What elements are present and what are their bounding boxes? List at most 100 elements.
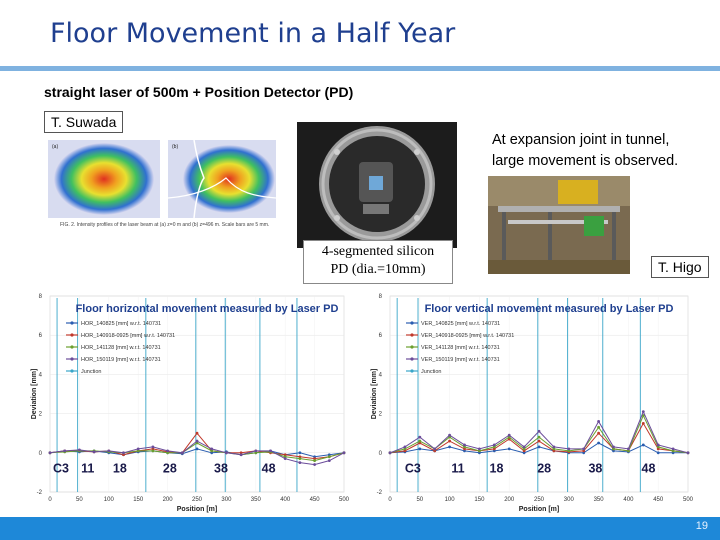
tunnel-yellow-machine — [558, 180, 598, 204]
h-series-1-point — [313, 455, 316, 459]
v-legend-entry: VER_140825 [mm] w.r.t. 140731 — [421, 321, 500, 327]
h-x-tick-label: 100 — [104, 497, 115, 503]
v-legend-entry: VER_141128 [mm] w.r.t. 140731 — [421, 345, 500, 351]
v-series-4-point — [388, 451, 392, 455]
author-tag-higo: T. Higo — [651, 256, 709, 278]
v-series-1-point — [671, 451, 675, 455]
title-underline-bar — [0, 66, 720, 71]
v-series-4-point — [686, 451, 690, 455]
h-station-label: 11 — [81, 461, 94, 475]
v-series-4-point — [448, 433, 451, 437]
beam-profile-curve-h — [167, 177, 277, 199]
detector-caption-box: 4-segmented silicon PD (dia.=10mm) — [303, 240, 453, 284]
h-legend-marker — [70, 345, 74, 349]
h-x-tick-label: 350 — [251, 497, 262, 503]
v-series-2-point — [433, 449, 437, 453]
v-series-2-point — [641, 422, 645, 425]
v-series-3-point — [507, 435, 511, 439]
v-y-axis-label: Deviation [mm] — [371, 369, 378, 420]
v-x-tick-label: 500 — [683, 497, 694, 503]
v-series-3-point — [478, 449, 481, 453]
h-series-4-point — [63, 449, 67, 453]
v-y-tick-label: 0 — [379, 451, 383, 457]
v-x-tick-label: 0 — [388, 497, 392, 503]
h-x-axis-label: Position [m] — [177, 506, 217, 513]
h-series-3-point — [195, 441, 199, 445]
h-series-1-point — [298, 451, 302, 455]
v-series-1-point — [582, 451, 586, 455]
v-series-1-point — [537, 445, 541, 449]
v-series-3-point — [403, 447, 407, 451]
h-station-label: 28 — [163, 461, 177, 475]
h-series-3-point — [298, 457, 302, 461]
h-legend-entry: HOR_141128 [mm] w.r.t. 140731 — [81, 345, 161, 351]
h-station-label: 48 — [262, 461, 276, 475]
h-series-4-point — [239, 453, 243, 457]
v-series-1-point — [418, 447, 422, 451]
detector-caption-line2: PD (dia.=10mm) — [330, 262, 426, 277]
slide-subtitle: straight laser of 500m + Position Detect… — [44, 84, 354, 100]
v-series-1-point — [492, 449, 496, 453]
h-series-1-point — [327, 453, 331, 457]
v-y-tick-label: 4 — [379, 372, 383, 378]
h-series-4-point — [195, 439, 199, 443]
v-series-4-point — [582, 447, 586, 451]
h-series-4-point — [327, 459, 331, 463]
h-series-4-point — [254, 449, 258, 453]
v-series-3-point — [612, 447, 615, 451]
v-series-1-point — [478, 451, 481, 455]
v-x-tick-label: 50 — [416, 497, 423, 503]
v-series-3-point — [552, 447, 556, 451]
v-y-tick-label: -2 — [377, 490, 383, 496]
v-x-tick-label: 200 — [504, 497, 515, 503]
v-series-2-point — [522, 449, 526, 453]
h-series-4-point — [342, 451, 346, 455]
expansion-note-line1: At expansion joint in tunnel, — [492, 132, 670, 148]
detector-caption-line1: 4-segmented silicon — [321, 244, 435, 259]
h-series-3-point — [166, 451, 170, 455]
v-series-2-point — [582, 449, 586, 453]
v-series-1-point — [507, 447, 511, 451]
v-station-label: 48 — [642, 461, 656, 475]
h-series-4-point — [122, 451, 125, 455]
v-station-label: 38 — [588, 461, 602, 475]
v-series-4-point — [492, 443, 496, 447]
v-series-4-point — [478, 447, 481, 451]
panel-label-b: (b) — [172, 144, 178, 150]
v-series-4-point — [522, 445, 526, 449]
v-series-4-point — [433, 447, 437, 451]
slide-title: Floor Movement in a Half Year — [50, 18, 456, 49]
h-legend-marker — [70, 369, 74, 373]
h-legend-entry: HOR_140918-0925 [mm] w.r.t. 140731 — [81, 333, 175, 339]
v-series-3-point — [418, 439, 422, 443]
v-series-4-point — [463, 443, 466, 447]
v-series-2-point — [492, 447, 496, 451]
v-station-label: C3 — [405, 461, 421, 475]
h-series-2-point — [195, 431, 199, 435]
h-series-2-point — [239, 451, 243, 455]
h-x-tick-label: 150 — [133, 497, 144, 503]
v-series-4-point — [567, 447, 571, 451]
h-station-label: 18 — [113, 461, 127, 475]
h-series-3-point — [210, 449, 214, 453]
v-x-tick-label: 100 — [445, 497, 456, 503]
v-legend-entry: Junction — [421, 369, 442, 375]
v-legend-marker — [410, 345, 414, 349]
h-series-4-point — [166, 449, 170, 453]
v-series-2-point — [403, 449, 407, 453]
v-series-4-point — [612, 445, 615, 449]
h-series-2-point — [151, 447, 155, 451]
v-x-tick-label: 450 — [653, 497, 664, 503]
h-x-tick-label: 500 — [339, 497, 350, 503]
v-x-tick-label: 400 — [623, 497, 634, 503]
v-series-1-point — [463, 449, 466, 453]
h-series-3-point — [283, 455, 287, 459]
v-x-tick-label: 350 — [594, 497, 605, 503]
v-series-1-point — [448, 445, 451, 449]
v-series-4-point — [597, 420, 600, 423]
h-series-1-point — [195, 447, 199, 451]
v-x-tick-label: 300 — [564, 497, 575, 503]
h-legend-entry: HOR_140825 [mm] w.r.t. 140731 — [81, 321, 161, 327]
panel-label-a: (a) — [52, 144, 58, 150]
v-station-label: 18 — [490, 461, 504, 475]
